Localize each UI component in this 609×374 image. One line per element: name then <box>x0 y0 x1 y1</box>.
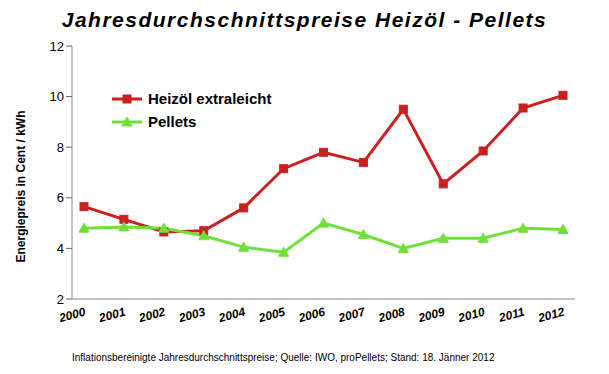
svg-text:2000: 2000 <box>57 305 88 326</box>
svg-text:2011: 2011 <box>497 305 527 326</box>
svg-text:6: 6 <box>57 190 64 205</box>
svg-text:2: 2 <box>57 292 64 307</box>
svg-text:2008: 2008 <box>376 305 407 326</box>
svg-text:2001: 2001 <box>97 305 128 326</box>
svg-text:2010: 2010 <box>456 305 487 326</box>
svg-text:2005: 2005 <box>256 305 287 326</box>
svg-text:2012: 2012 <box>536 305 567 326</box>
svg-text:2006: 2006 <box>296 305 327 326</box>
html-text:Heizöl extraleicht: Heizöl extraleicht <box>148 90 272 107</box>
svg-text:2007: 2007 <box>336 304 368 325</box>
svg-text:12: 12 <box>50 39 64 54</box>
html-text:Inflationsbereinigte Jahresdur: Inflationsbereinigte Jahresdurchschnitts… <box>72 352 495 363</box>
svg-text:2004: 2004 <box>216 305 247 326</box>
html-text:Jahresdurchschnittspreise Heiz: Jahresdurchschnittspreise Heizöl - Pelle… <box>61 8 548 31</box>
svg-text:2003: 2003 <box>176 305 207 326</box>
html-text:Pellets: Pellets <box>148 113 197 130</box>
svg-text:2009: 2009 <box>416 305 447 326</box>
svg-text:2002: 2002 <box>136 305 167 326</box>
svg-text:8: 8 <box>57 140 64 155</box>
svg-text:Energiepreis in Cent / kWh: Energiepreis in Cent / kWh <box>14 110 28 262</box>
svg-text:10: 10 <box>50 89 64 104</box>
svg-text:4: 4 <box>57 241 64 256</box>
